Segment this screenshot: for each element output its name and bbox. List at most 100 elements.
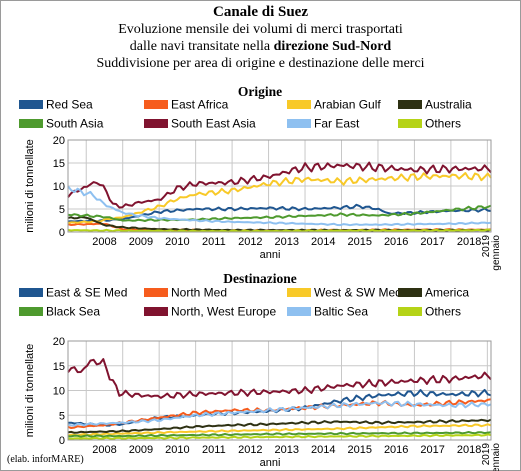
origine-title: Origine [238, 84, 282, 99]
series-line-origine-far-east [67, 185, 492, 227]
x-tick-label: 2017 [420, 444, 444, 456]
legend-item-origine-far-east: Far East [287, 117, 360, 131]
legend-label: South Asia [46, 117, 104, 131]
legend-label: East & SE Med [46, 286, 127, 300]
legend-item-destinazione-america: America [398, 286, 469, 300]
legend-swatch [144, 307, 168, 316]
legend-label: East Africa [171, 98, 229, 112]
origine-chart: Origine Red Sea East Africa Arabian Gulf Aus… [19, 84, 502, 271]
legend-label: America [425, 286, 469, 300]
y-tick-label: 10 [53, 181, 65, 193]
y-tick-label: 5 [59, 204, 65, 216]
legend-swatch [144, 119, 168, 128]
legend-swatch [287, 119, 311, 128]
origine-plot-border [67, 139, 492, 233]
destinazione-x-axis-label: anni [260, 457, 281, 469]
legend-item-origine-australia: Australia [398, 98, 472, 112]
y-tick-label: 15 [53, 361, 65, 373]
x-tick-label: 2016 [384, 444, 408, 456]
y-tick-label: 20 [53, 336, 65, 348]
origine-x-axis-label: anni [260, 249, 281, 261]
x-tick-label: 2017 [420, 236, 444, 248]
legend-item-origine-red-sea: Red Sea [19, 98, 93, 112]
legend-item-destinazione-baltic-sea: Baltic Sea [287, 305, 368, 319]
y-tick-label: 10 [53, 386, 65, 398]
legend-swatch [144, 100, 168, 109]
x-tick-label: 2008 [92, 236, 116, 248]
series-line-destinazione-others [67, 433, 492, 440]
x-tick-label: 2018 [457, 236, 481, 248]
y-tick-label: 20 [53, 135, 65, 147]
legend-label: West & SW Med [314, 286, 402, 300]
legend-label: South East Asia [171, 117, 256, 131]
legend-label: Arabian Gulf [314, 98, 381, 112]
x-tick-label: 2009 [129, 236, 153, 248]
origine-y-axis-label: milioni di tonnellate [24, 139, 36, 233]
y-tick-label: 5 [59, 410, 65, 422]
destinazione-y-axis-label: milioni di tonnellate [24, 344, 36, 438]
series-line-origine-arabian-gulf [67, 172, 492, 224]
x-tick-label: 2011 [202, 236, 226, 248]
legend-swatch [144, 288, 168, 297]
series-line-destinazione-north-west-europe [67, 358, 492, 399]
x-tick-label: 2016 [384, 236, 408, 248]
legend-label: Others [425, 117, 461, 131]
x-tick-label: 2018 [457, 444, 481, 456]
x-tick-label: 2012 [238, 236, 262, 248]
subtitle-line-2: dalle navi transitate nella direzione Su… [0, 39, 521, 55]
legend-label: North, West Europe [171, 305, 276, 319]
legend-item-destinazione-others: Others [398, 305, 461, 319]
legend-item-origine-east-africa: East Africa [144, 98, 229, 112]
y-tick-label: 15 [53, 158, 65, 170]
x-tick-label: 2014 [311, 236, 335, 248]
legend-swatch [398, 307, 422, 316]
destinazione-title: Destinazione [223, 271, 297, 286]
legend-item-origine-arabian-gulf: Arabian Gulf [287, 98, 381, 112]
destinazione-chart: Destinazione East & SE Med North Med West &… [19, 271, 502, 471]
legend-item-destinazione-black-sea: Black Sea [19, 305, 100, 319]
legend-label: Far East [314, 117, 360, 131]
legend-swatch [287, 100, 311, 109]
series-line-origine-others [67, 228, 492, 233]
x-tick-label: 2010 [165, 236, 189, 248]
subtitle-line-2-direction: direzione Sud-Nord [273, 39, 392, 54]
legend-label: Australia [425, 98, 472, 112]
series-line-origine-south-east-asia [67, 161, 492, 209]
y-tick-label: 0 [59, 435, 65, 447]
series-line-destinazione-black-sea [67, 431, 492, 438]
legend-item-destinazione-east-se-med: East & SE Med [19, 286, 127, 300]
legend-swatch [398, 288, 422, 297]
destinazione-plot-border [67, 340, 492, 441]
legend-swatch [19, 119, 43, 128]
subtitle-line-1: Evoluzione mensile dei volumi di merci t… [118, 22, 403, 37]
y-tick-label: 0 [59, 227, 65, 239]
legend-item-destinazione-west-sw-med: West & SW Med [287, 286, 402, 300]
legend-swatch [19, 100, 43, 109]
legend-item-destinazione-north-med: North Med [144, 286, 227, 300]
x-tick-label: 2015 [347, 444, 371, 456]
x-tick-label: 2019gennaio [481, 235, 502, 271]
x-tick-label: 2014 [311, 444, 335, 456]
legend-item-origine-others: Others [398, 117, 461, 131]
legend-swatch [287, 307, 311, 316]
x-tick-label: 2009 [129, 444, 153, 456]
x-tick-label: 2019gennaio [481, 443, 502, 471]
legend-item-destinazione-north-west-europe: North, West Europe [144, 305, 276, 319]
legend-item-origine-south-asia: South Asia [19, 117, 104, 131]
x-tick-label: 2012 [238, 444, 262, 456]
series-line-destinazione-west-sw-med [67, 423, 492, 437]
series-line-destinazione-baltic-sea [67, 400, 492, 427]
series-line-origine-south-asia [67, 204, 492, 222]
legend-swatch [398, 119, 422, 128]
x-tick-label: 2010 [165, 444, 189, 456]
legend-swatch [287, 288, 311, 297]
x-tick-label: 2011 [202, 444, 226, 456]
legend-swatch [398, 100, 422, 109]
credit-label: (elab. inforMARE) [7, 454, 84, 465]
legend-swatch [19, 307, 43, 316]
x-tick-label: 2015 [347, 236, 371, 248]
subtitle-line-2-prefix: dalle navi transitate nella [129, 39, 274, 54]
x-tick-label: 2008 [92, 444, 116, 456]
legend-item-origine-south-east-asia: South East Asia [144, 117, 256, 131]
